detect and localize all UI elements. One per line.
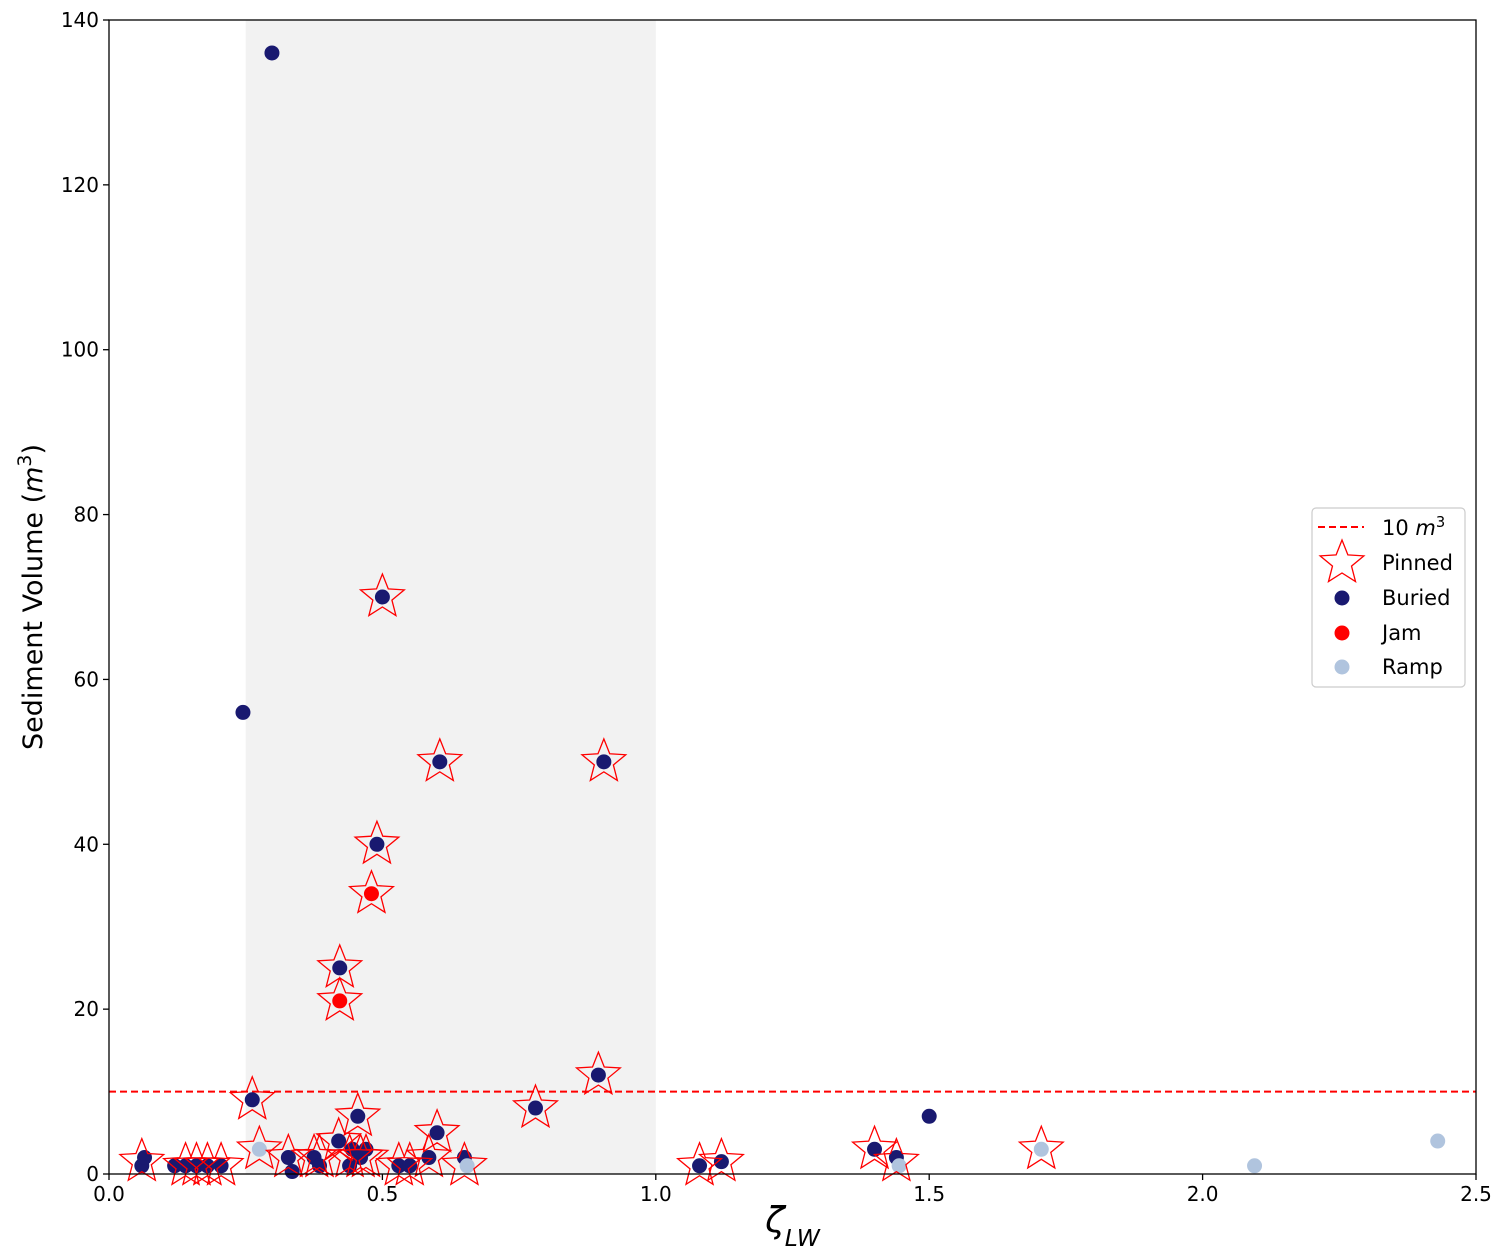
pinned-star	[1017, 1124, 1065, 1170]
plot-frame	[108, 19, 1477, 1175]
legend: 10 m3 Pinned Buried Jam Ramp	[1311, 507, 1466, 688]
legend-swatch-dot	[1334, 659, 1350, 675]
pinned-star	[413, 1108, 461, 1153]
y-tick-label: 20	[74, 997, 99, 1021]
pinned-star	[675, 1140, 724, 1186]
buried-point	[374, 589, 390, 605]
pinned-star	[416, 737, 464, 782]
buried-point	[528, 1100, 543, 1116]
buried-point	[421, 1150, 437, 1166]
pinned-star	[334, 1091, 382, 1137]
pinned-star	[405, 1132, 453, 1178]
x-tick-label: 0.0	[93, 1182, 125, 1206]
axes-layer	[108, 19, 1477, 1175]
buried-point	[391, 1158, 407, 1174]
shaded-region	[245, 20, 656, 1174]
y-tick-label: 40	[74, 832, 99, 856]
pinned-star	[347, 868, 396, 914]
pinned-star	[342, 1132, 390, 1178]
legend-label: 10 m3	[1382, 514, 1445, 541]
x-tick-label: 1.0	[640, 1182, 672, 1206]
buried-point	[429, 1125, 445, 1141]
shaded-region-layer	[245, 20, 656, 1174]
pinned-star	[197, 1140, 245, 1186]
jam-point	[363, 886, 379, 902]
pinned-star	[872, 1136, 920, 1182]
buried-point	[692, 1158, 708, 1174]
pinned-star	[353, 819, 401, 865]
legend-label: Buried	[1382, 586, 1450, 610]
pinned-star	[316, 976, 364, 1021]
pinned-star	[386, 1140, 434, 1186]
pinned-star	[850, 1124, 899, 1170]
pinned-star	[580, 737, 628, 782]
pinned-star	[228, 1075, 276, 1120]
buried-point	[137, 1150, 153, 1166]
legend-swatch-dot	[1334, 590, 1350, 606]
legend-label: Pinned	[1382, 551, 1453, 575]
x-tick-label: 2.0	[1187, 1182, 1219, 1206]
axis-labels-layer: ζLW Sediment Volume (m3)	[14, 444, 821, 1252]
ramp-point	[251, 1141, 267, 1157]
legend-box	[1311, 507, 1466, 688]
pinned-star	[697, 1136, 745, 1182]
buried-point	[867, 1141, 883, 1157]
ramp-point	[1430, 1133, 1446, 1149]
buried-point	[369, 836, 385, 852]
buried-point	[244, 1092, 260, 1108]
y-tick-label: 0	[86, 1162, 99, 1186]
ramp-point	[459, 1158, 475, 1174]
buried-point	[284, 1164, 300, 1180]
pinned-star	[511, 1083, 560, 1129]
buried-point	[713, 1154, 729, 1170]
pinned-star	[118, 1136, 166, 1182]
pinned-star	[235, 1124, 283, 1170]
ticks-layer: 0.0 0.5 1.0 1.5 2.0 2.5 0 20 40 60 80 100 120 140	[61, 8, 1492, 1206]
legend-label: Ramp	[1382, 655, 1443, 679]
y-tick-label: 80	[74, 503, 99, 527]
pinned-star	[574, 1050, 622, 1096]
pinned-star	[183, 1140, 231, 1186]
buried-point	[331, 1133, 347, 1149]
buried-point	[332, 960, 348, 976]
buried-point	[280, 1150, 296, 1166]
jam-point	[332, 993, 348, 1009]
data-points-layer	[118, 45, 1446, 1186]
x-tick-label: 2.5	[1460, 1182, 1492, 1206]
x-tick-label: 1.5	[913, 1182, 945, 1206]
buried-point	[350, 1108, 366, 1124]
pinned-star	[440, 1140, 488, 1186]
x-tick-label: 0.5	[366, 1182, 398, 1206]
buried-point	[921, 1108, 937, 1124]
y-axis-title: Sediment Volume (m3)	[14, 444, 49, 750]
legend-swatch-star	[1318, 538, 1366, 584]
y-tick-label: 120	[61, 173, 99, 197]
buried-point	[235, 704, 251, 720]
ramp-point	[1033, 1141, 1049, 1157]
buried-point	[188, 1158, 204, 1174]
y-tick-label: 100	[61, 338, 99, 362]
legend-swatch-dot	[1334, 625, 1350, 641]
buried-point	[432, 754, 448, 770]
buried-point	[264, 45, 280, 61]
pinned-star	[358, 572, 406, 618]
legend-label: Jam	[1380, 621, 1422, 645]
y-tick-label: 60	[74, 667, 99, 691]
ramp-point	[891, 1158, 907, 1174]
x-axis-title: ζLW	[764, 1200, 821, 1252]
buried-point	[596, 754, 612, 770]
buried-point	[590, 1067, 606, 1083]
ramp-point	[1247, 1158, 1263, 1174]
y-tick-label: 140	[61, 8, 99, 32]
buried-point	[402, 1158, 418, 1174]
